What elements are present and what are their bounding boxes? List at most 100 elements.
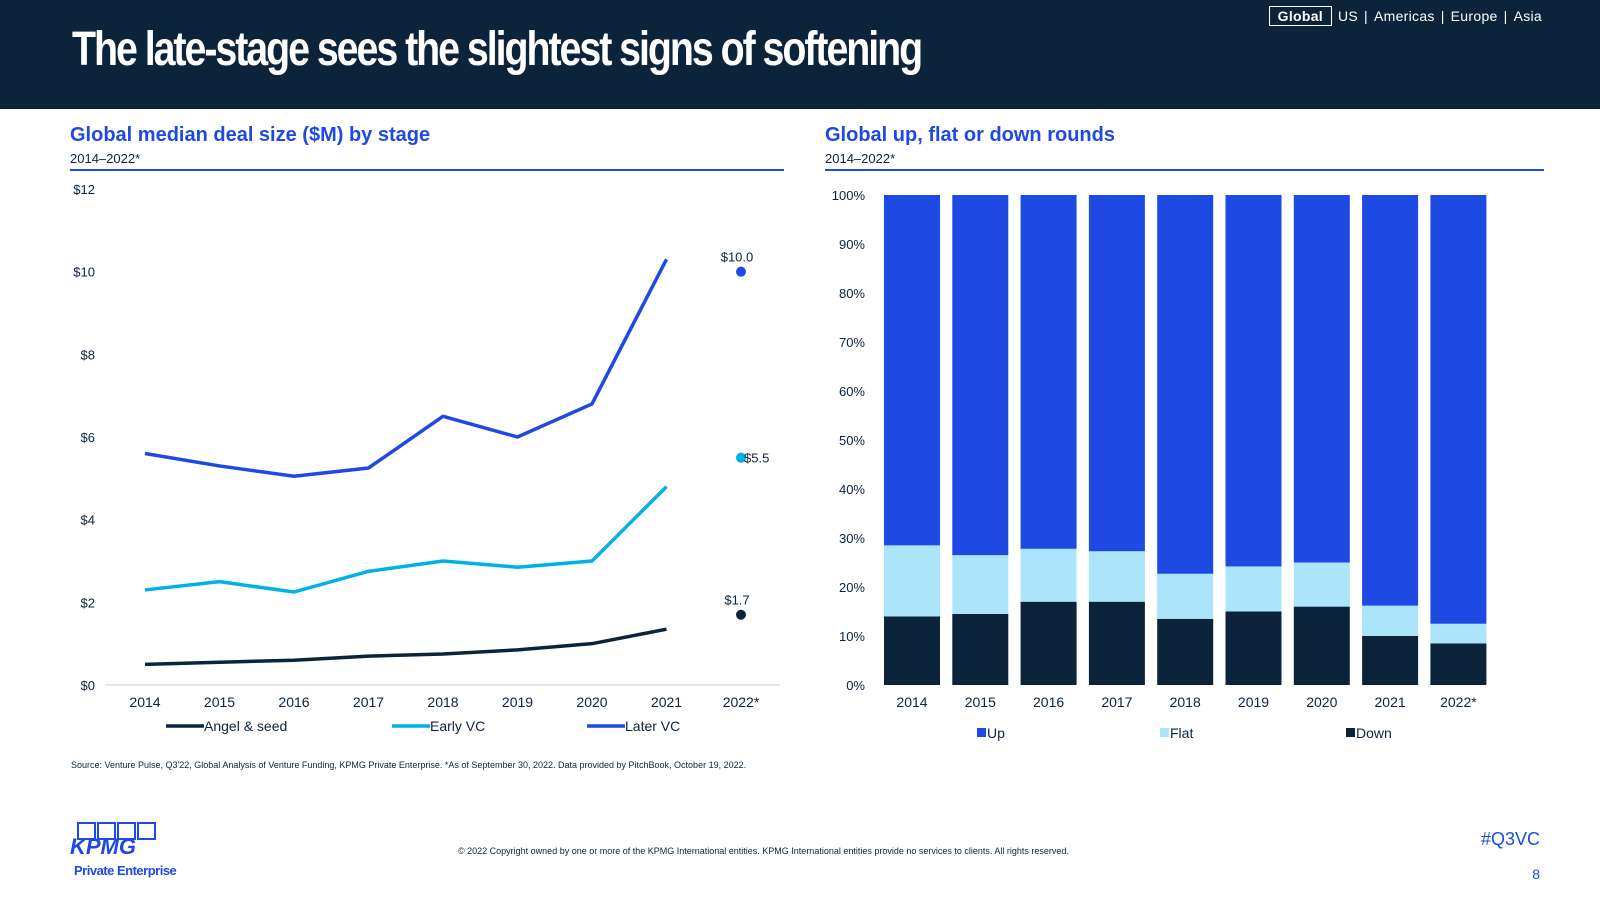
left-chart-title: Global median deal size ($M) by stage <box>70 124 431 146</box>
x-tick-label: 2016 <box>278 694 309 710</box>
bar-flat <box>1020 548 1077 602</box>
legend-label: Early VC <box>430 718 485 734</box>
x-tick-label: 2020 <box>576 694 607 710</box>
x-tick-label: 2022* <box>1440 694 1477 710</box>
bar-up <box>952 195 1009 556</box>
y-tick-label: $4 <box>81 513 95 528</box>
bar-up <box>1293 195 1350 563</box>
bar-flat <box>1293 562 1350 607</box>
bar-up <box>884 195 940 546</box>
bar-down <box>1088 601 1145 685</box>
x-tick-label: 2017 <box>353 694 384 710</box>
bar-down <box>1225 611 1282 685</box>
region-tab-us[interactable]: US <box>1337 8 1359 24</box>
bar-up <box>1225 195 1282 567</box>
bar-down <box>952 613 1009 685</box>
legend-swatch <box>1346 728 1355 737</box>
y-tick-label: 70% <box>839 335 865 350</box>
y-tick-label: 90% <box>839 237 865 252</box>
y-tick-label: $8 <box>81 347 95 362</box>
kpmg-logo: KPMG Private Enterprise <box>70 822 177 878</box>
point-2022 <box>736 609 746 620</box>
line-series-early-vc <box>144 485 668 594</box>
x-tick-label: 2021 <box>651 694 682 710</box>
bar-up <box>1362 195 1419 606</box>
data-label: $5.5 <box>744 451 769 466</box>
source-note: Source: Venture Pulse, Q3'22, Global Ana… <box>71 760 747 770</box>
point-2022 <box>736 452 746 463</box>
x-tick-label: 2018 <box>1170 694 1201 710</box>
x-tick-label: 2016 <box>1033 694 1064 710</box>
bar-down <box>1020 601 1077 685</box>
y-tick-label: $10 <box>73 265 95 280</box>
line-series-later-vc <box>144 258 669 479</box>
x-tick-label: 2015 <box>965 694 996 710</box>
legend-label: Up <box>987 725 1005 741</box>
bar-flat <box>1362 605 1419 636</box>
bar-down <box>1430 643 1487 685</box>
y-tick-label: 10% <box>839 629 865 644</box>
bar-down <box>884 616 940 685</box>
x-tick-label: 2014 <box>896 694 927 710</box>
x-tick-label: 2014 <box>129 694 160 710</box>
y-tick-label: 80% <box>839 286 865 301</box>
x-tick-label: 2021 <box>1375 694 1406 710</box>
nav-separator: | <box>1364 8 1368 24</box>
bar-flat <box>1088 551 1145 602</box>
y-tick-label: $2 <box>81 595 95 610</box>
nav-separator: | <box>1440 8 1445 24</box>
bar-up <box>1157 195 1214 574</box>
line-chart: $0 $2 $4 $6 $8 $10 $12 2014 2015 2016 2017 2018 2019… <box>73 182 780 734</box>
logo-text: KPMG <box>70 834 136 859</box>
right-chart-rule <box>825 169 1544 171</box>
bar-flat <box>884 545 940 617</box>
legend-swatch <box>977 728 986 737</box>
x-tick-label: 2015 <box>204 694 235 710</box>
y-tick-label: $12 <box>73 182 95 197</box>
x-tick-label: 2019 <box>502 694 533 710</box>
legend-label: Angel & seed <box>204 718 287 734</box>
y-tick-label: 100% <box>832 188 866 203</box>
legend-label: Flat <box>1170 725 1193 741</box>
y-tick-label: $6 <box>81 430 95 445</box>
bar-flat <box>952 555 1009 614</box>
point-2022 <box>736 266 746 277</box>
bar-flat <box>1157 573 1214 619</box>
bar-up <box>1430 195 1487 624</box>
bar-up <box>1020 195 1077 549</box>
left-chart-subtitle: 2014–2022* <box>70 151 141 166</box>
legend-label: Later VC <box>625 718 680 734</box>
y-tick-label: 50% <box>839 433 865 448</box>
page-number: 8 <box>1532 866 1540 882</box>
right-chart-subtitle: 2014–2022* <box>825 151 896 166</box>
legend-swatch <box>1160 728 1169 737</box>
y-tick-label: 40% <box>839 482 865 497</box>
region-nav: Global US | Americas | Europe | Asia <box>1268 6 1542 26</box>
hashtag[interactable]: #Q3VC <box>1480 829 1540 849</box>
bar-flat <box>1430 623 1487 644</box>
y-tick-label: 30% <box>839 531 865 546</box>
page-title: The late-stage sees the slightest signs … <box>72 23 923 76</box>
region-tab-europe[interactable]: Europe <box>1450 8 1498 24</box>
region-tab-asia[interactable]: Asia <box>1513 8 1542 24</box>
legend-label: Down <box>1356 725 1392 741</box>
bar-down <box>1157 618 1214 685</box>
x-tick-label: 2017 <box>1101 694 1132 710</box>
x-tick-label: 2018 <box>427 694 458 710</box>
right-chart-title: Global up, flat or down rounds <box>825 124 1115 146</box>
x-tick-label: 2020 <box>1306 694 1337 710</box>
bar-up <box>1088 195 1145 552</box>
y-tick-label: $0 <box>81 678 95 693</box>
x-tick-label: 2019 <box>1238 694 1269 710</box>
data-label: $1.7 <box>724 593 749 608</box>
x-tick-label: 2022* <box>723 694 760 710</box>
y-tick-label: 20% <box>839 580 865 595</box>
stacked-bar-chart: 0% 10% 20% 30% 40% 50% 60% 70% 80% 90% 100% 2014 201… <box>832 188 1487 741</box>
copyright-note: © 2022 Copyright owned by one or more of… <box>458 846 1069 856</box>
y-tick-label: 0% <box>846 678 865 693</box>
region-tab-global[interactable]: Global <box>1268 6 1332 26</box>
nav-separator: | <box>1503 8 1508 24</box>
bar-down <box>1293 606 1350 685</box>
region-tab-americas[interactable]: Americas <box>1373 8 1435 24</box>
header-band: The late-stage sees the slightest signs … <box>0 0 1600 109</box>
